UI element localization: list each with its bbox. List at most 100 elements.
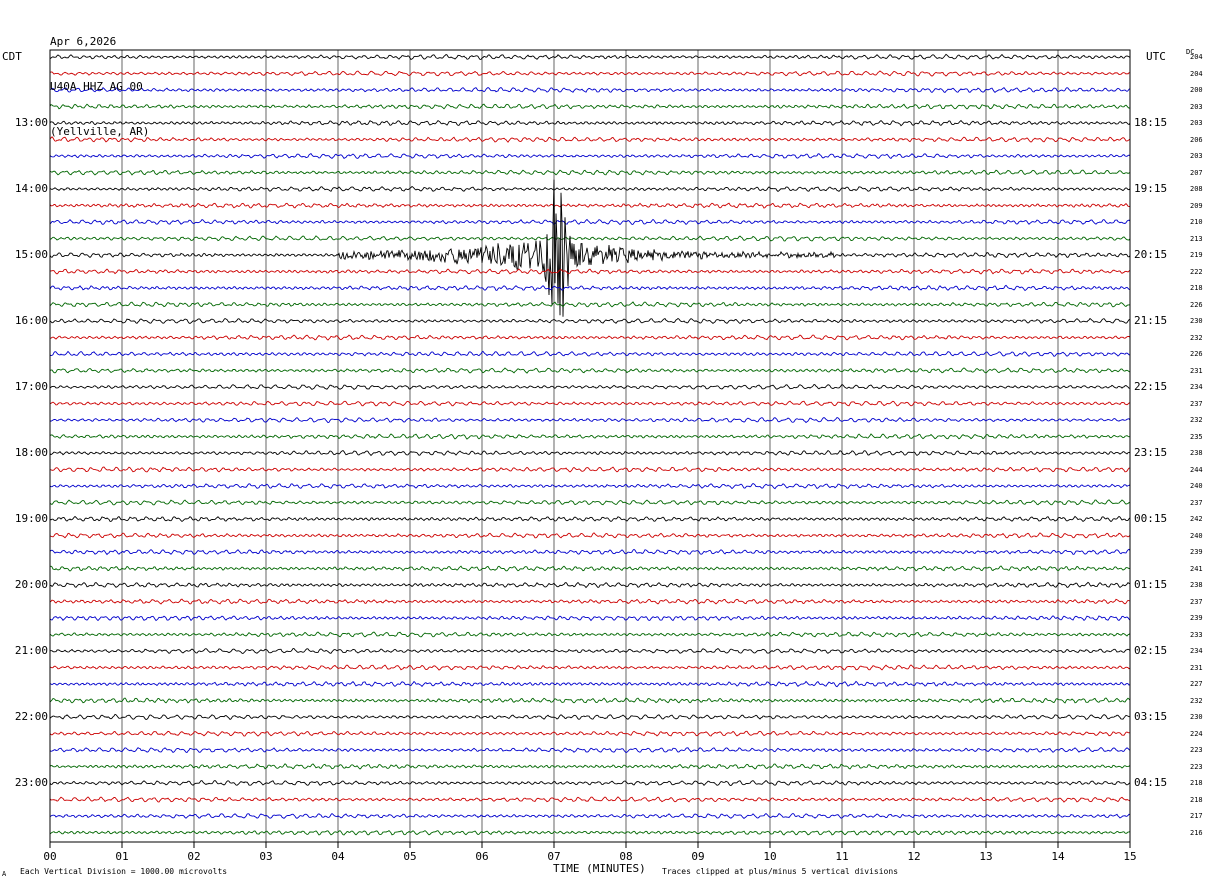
dc-offset-row-37: 231 bbox=[1190, 663, 1203, 672]
dc-offset-row-45: 218 bbox=[1190, 795, 1203, 804]
location-title: (Yellville, AR) bbox=[50, 125, 150, 138]
dc-offset-row-35: 233 bbox=[1190, 630, 1203, 639]
trace-row-42 bbox=[49, 746, 1131, 754]
dc-offset-row-36: 234 bbox=[1190, 647, 1203, 655]
dc-offset-row-8: 208 bbox=[1190, 185, 1203, 193]
trace-row-32 bbox=[49, 581, 1131, 589]
trace-row-11 bbox=[49, 235, 1131, 242]
seismic-traces bbox=[49, 53, 1131, 836]
x-tick-label-01: 01 bbox=[115, 850, 128, 863]
trace-row-26 bbox=[49, 482, 1131, 490]
left-hour-label-1500: 15:00 bbox=[14, 248, 48, 261]
trace-row-5 bbox=[49, 136, 1131, 143]
trace-row-40 bbox=[49, 713, 1131, 721]
trace-row-25 bbox=[49, 466, 1131, 473]
dc-offset-row-22: 232 bbox=[1190, 416, 1203, 424]
trace-row-45 bbox=[49, 796, 1131, 803]
dc-offset-row-40: 230 bbox=[1190, 713, 1203, 721]
x-tick-label-03: 03 bbox=[259, 850, 272, 863]
dc-offset-row-9: 209 bbox=[1190, 201, 1203, 210]
x-axis-title: TIME (MINUTES) bbox=[553, 862, 646, 875]
left-hour-label-1600: 16:00 bbox=[14, 314, 48, 327]
dc-offset-row-7: 207 bbox=[1190, 168, 1203, 177]
dc-offset-row-2: 200 bbox=[1190, 86, 1203, 94]
x-tick-label-08: 08 bbox=[619, 850, 632, 863]
dc-offset-row-12: 219 bbox=[1190, 251, 1203, 259]
dc-offset-row-4: 203 bbox=[1190, 119, 1203, 127]
trace-row-38 bbox=[49, 680, 1131, 688]
x-tick-label-09: 09 bbox=[691, 850, 704, 863]
dc-offset-row-19: 231 bbox=[1190, 366, 1203, 375]
dc-offset-row-31: 241 bbox=[1190, 564, 1203, 573]
trace-row-29 bbox=[49, 532, 1131, 539]
right-hour-label-0415: 04:15 bbox=[1134, 776, 1168, 789]
dc-offset-row-6: 203 bbox=[1190, 152, 1203, 160]
trace-row-10 bbox=[49, 218, 1131, 226]
trace-row-37 bbox=[49, 664, 1131, 671]
right-hour-label-1815: 18:15 bbox=[1134, 116, 1168, 129]
trace-row-16 bbox=[49, 317, 1131, 325]
clip-note: Traces clipped at plus/minus 5 vertical … bbox=[662, 867, 899, 876]
dc-offset-row-42: 223 bbox=[1190, 746, 1203, 754]
dc-offset-row-29: 240 bbox=[1190, 531, 1203, 540]
x-tick-label-06: 06 bbox=[475, 850, 488, 863]
right-hour-label-2315: 23:15 bbox=[1134, 446, 1168, 459]
trace-row-20 bbox=[49, 383, 1131, 391]
x-tick-label-07: 07 bbox=[547, 850, 560, 863]
trace-row-43 bbox=[49, 763, 1131, 770]
trace-row-4 bbox=[49, 119, 1131, 127]
x-tick-label-15: 15 bbox=[1123, 850, 1136, 863]
left-hour-label-1700: 17:00 bbox=[14, 380, 48, 393]
right-hour-label-2015: 20:15 bbox=[1134, 248, 1168, 261]
plot-frame bbox=[49, 49, 1131, 843]
dc-offset-row-11: 213 bbox=[1190, 234, 1203, 243]
dc-offset-row-44: 218 bbox=[1190, 779, 1203, 787]
left-hour-label-1400: 14:00 bbox=[14, 182, 48, 195]
trace-row-9 bbox=[49, 202, 1131, 209]
date-title: Apr 6,2026 bbox=[50, 35, 117, 48]
trace-row-22 bbox=[49, 416, 1131, 424]
trace-row-1 bbox=[49, 70, 1131, 77]
trace-row-27 bbox=[49, 499, 1131, 506]
dc-offset-row-18: 226 bbox=[1190, 350, 1203, 358]
left-hour-label-1900: 19:00 bbox=[14, 512, 48, 525]
right-hour-label-2115: 21:15 bbox=[1134, 314, 1168, 327]
trace-row-31 bbox=[49, 565, 1131, 572]
trace-row-36 bbox=[49, 647, 1131, 655]
x-tick-label-05: 05 bbox=[403, 850, 416, 863]
dc-offset-row-43: 223 bbox=[1190, 762, 1203, 771]
dc-offset-row-13: 222 bbox=[1190, 267, 1203, 276]
dc-offset-row-30: 239 bbox=[1190, 548, 1203, 556]
dc-offset-row-39: 232 bbox=[1190, 696, 1203, 705]
trace-row-2 bbox=[49, 86, 1131, 93]
left-timezone-label: CDT bbox=[2, 50, 22, 63]
trace-row-24 bbox=[49, 449, 1131, 457]
trace-row-19 bbox=[49, 367, 1131, 374]
footer-mark: A bbox=[2, 870, 7, 878]
left-hour-label-1300: 13:00 bbox=[14, 116, 48, 129]
trace-row-14 bbox=[49, 284, 1131, 292]
x-tick-label-02: 02 bbox=[187, 850, 200, 863]
dc-offset-row-46: 217 bbox=[1190, 812, 1203, 820]
x-axis: 00 01 02 03 04 05 06 07 08 09 10 11 12 13 14 15 bbox=[43, 842, 1137, 863]
x-tick-label-14: 14 bbox=[1051, 850, 1065, 863]
trace-row-33 bbox=[49, 598, 1131, 605]
right-hour-label-0015: 00:15 bbox=[1134, 512, 1168, 525]
dc-offset-row-10: 210 bbox=[1190, 218, 1203, 226]
time-grid bbox=[121, 50, 1059, 842]
dc-offset-row-14: 218 bbox=[1190, 284, 1203, 292]
trace-row-34 bbox=[49, 615, 1131, 622]
station-title: U40A HHZ AG 00 bbox=[50, 80, 143, 93]
dc-offset-row-20: 234 bbox=[1190, 383, 1203, 391]
trace-row-7 bbox=[49, 169, 1131, 176]
dc-offset-row-28: 242 bbox=[1190, 515, 1203, 523]
left-hour-label-2200: 22:00 bbox=[14, 710, 48, 723]
trace-row-12 bbox=[49, 179, 1131, 317]
trace-row-35 bbox=[49, 631, 1131, 638]
dc-offset-row-26: 240 bbox=[1190, 482, 1203, 490]
left-hour-label-2300: 23:00 bbox=[14, 776, 48, 789]
right-hour-label-2215: 22:15 bbox=[1134, 380, 1168, 393]
x-tick-label-10: 10 bbox=[763, 850, 776, 863]
dc-offset-row-33: 237 bbox=[1190, 597, 1203, 606]
